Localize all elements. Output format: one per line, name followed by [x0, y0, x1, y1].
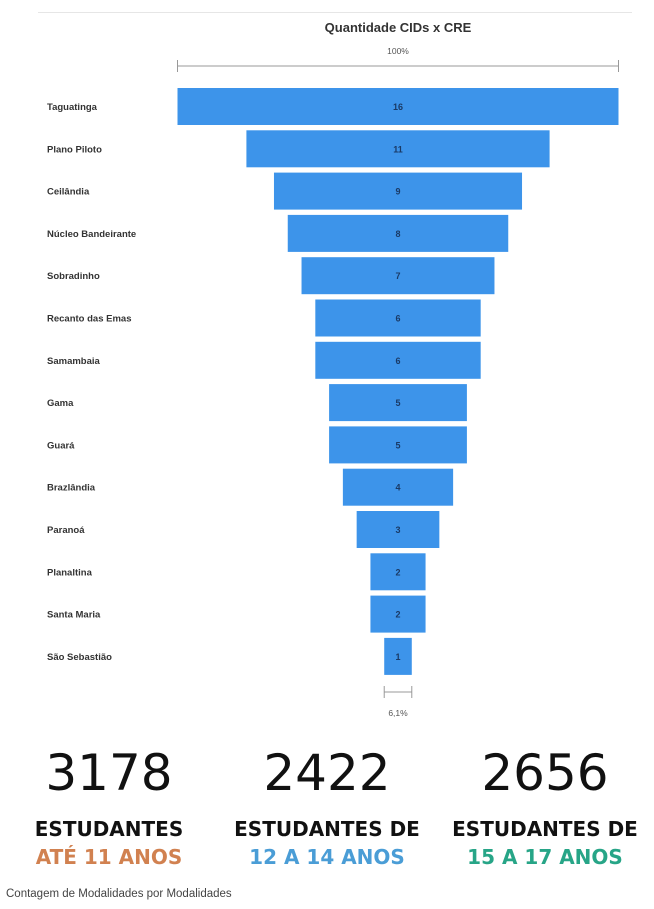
category-label: Paranoá [47, 525, 85, 536]
funnel-bar [370, 553, 426, 591]
kpi-label: ESTUDANTES [34, 817, 184, 841]
kpi-label: ESTUDANTES DE [234, 817, 420, 841]
kpi-age-range: ATÉ 11 ANOS [35, 845, 183, 869]
funnel-bar [370, 595, 426, 633]
category-label: Sobradinho [47, 271, 100, 282]
kpi-row: 3178 ESTUDANTES ATÉ 11 ANOS 2422 ESTUDAN… [0, 742, 654, 882]
value-label: 16 [393, 102, 403, 112]
funnel-bar [301, 257, 495, 295]
category-label: Taguatinga [47, 102, 98, 113]
chart-title: Quantidade CIDs x CRE [324, 20, 472, 35]
value-label: 7 [395, 271, 400, 281]
funnel-bar [273, 172, 523, 210]
category-label: Santa Maria [47, 610, 101, 621]
kpi-value: 3178 [45, 744, 173, 802]
category-label: Planaltina [47, 567, 93, 578]
value-label: 5 [395, 398, 400, 408]
value-label: 6 [395, 314, 400, 324]
funnel-bar [342, 468, 454, 506]
kpi-label: ESTUDANTES DE [452, 817, 638, 841]
footer-caption: Contagem de Modalidades por Modalidades [6, 888, 232, 900]
category-label: Plano Piloto [47, 144, 102, 155]
value-label: 6 [395, 356, 400, 366]
kpi-age-range: 15 A 17 ANOS [467, 845, 623, 869]
funnel-bar [177, 88, 619, 125]
category-label: Samambaia [47, 356, 101, 367]
funnel-bar [315, 299, 481, 337]
category-label: Núcleo Bandeirante [47, 229, 136, 240]
kpi-age-range: 12 A 14 ANOS [249, 845, 405, 869]
bottom-percent-label: 6,1% [388, 708, 408, 718]
category-label: São Sebastião [47, 652, 112, 663]
funnel-bar [315, 341, 481, 379]
top-divider [38, 12, 632, 13]
value-label: 4 [395, 483, 400, 493]
kpi-card-ate-11: 3178 ESTUDANTES ATÉ 11 ANOS [0, 742, 218, 872]
kpi-card-15-17: 2656 ESTUDANTES DE 15 A 17 ANOS [436, 742, 654, 872]
funnel-bar [246, 130, 550, 168]
funnel-bar [356, 511, 440, 548]
category-label: Brazlândia [47, 483, 96, 494]
value-label: 3 [395, 525, 400, 535]
kpi-value: 2656 [481, 744, 609, 802]
kpi-card-12-14: 2422 ESTUDANTES DE 12 A 14 ANOS [218, 742, 436, 872]
value-label: 1 [395, 652, 400, 662]
funnel-bar [384, 637, 412, 675]
category-label: Recanto das Emas [47, 314, 131, 325]
category-label: Guará [47, 440, 75, 451]
value-label: 2 [395, 567, 400, 577]
value-label: 5 [395, 440, 400, 450]
funnel-bar [329, 426, 467, 464]
top-percent-label: 100% [387, 46, 409, 56]
value-label: 2 [395, 610, 400, 620]
value-label: 9 [395, 187, 400, 197]
category-label: Ceilândia [47, 187, 90, 198]
funnel-bar [329, 384, 467, 422]
value-label: 8 [395, 229, 400, 239]
value-label: 11 [393, 144, 403, 154]
kpi-value: 2422 [263, 744, 391, 802]
funnel-bar [287, 214, 509, 252]
category-label: Gama [47, 398, 74, 409]
